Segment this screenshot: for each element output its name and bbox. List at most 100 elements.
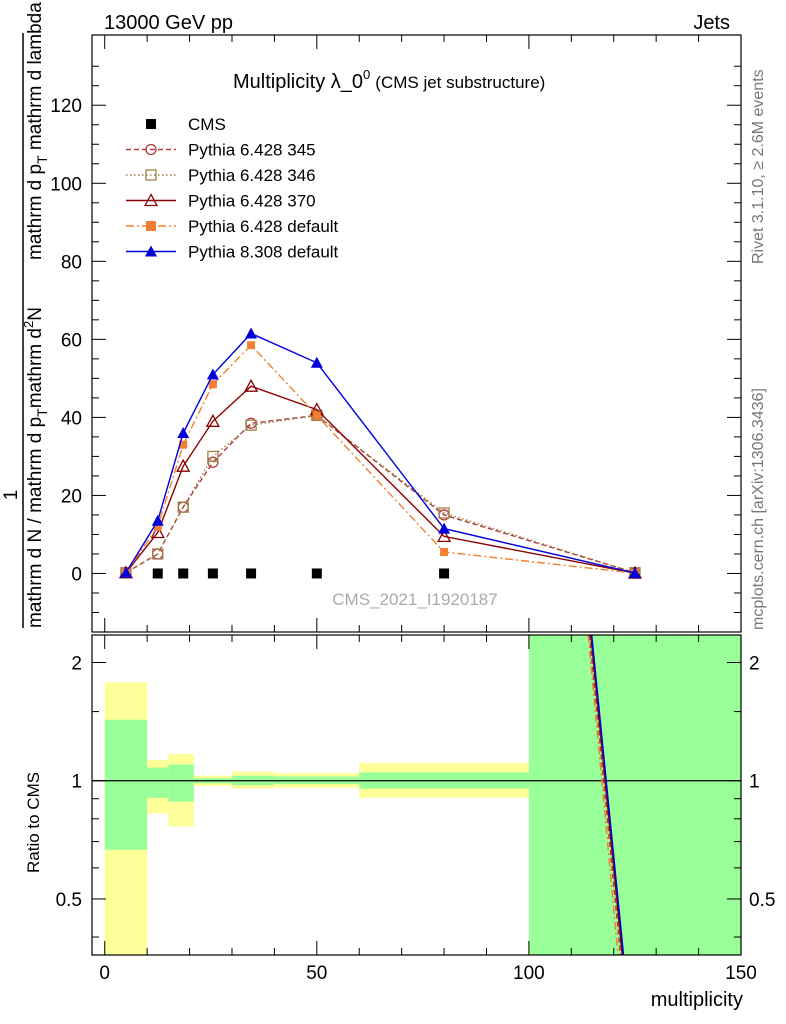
series-p345 — [120, 409, 641, 579]
series-p370 — [118, 378, 643, 579]
ylabel-den1-sub: T — [34, 408, 50, 417]
ratio-band-inner — [147, 767, 169, 798]
legend-label-p8def: Pythia 8.308 default — [188, 243, 339, 262]
data-point-p370 — [243, 378, 259, 392]
ratio-frame — [91, 634, 742, 956]
ylabel-num2-sup: 2 — [21, 321, 36, 328]
analysis-tag: CMS_2021_I1920187 — [332, 590, 497, 609]
ylabel-denominator-1: mathrm d N / mathrm d pTmathrm d2N — [21, 307, 50, 628]
x-axis-label: multiplicity — [651, 989, 743, 1011]
legend-marker-cms — [146, 119, 156, 129]
legend-marker-p370 — [143, 193, 159, 207]
data-point-p8def — [206, 368, 219, 380]
main-frame — [91, 34, 742, 633]
legend-marker-p8def — [145, 245, 157, 257]
main-y-axis-label: 1 mathrm d N / mathrm d pTmathrm d2N mat… — [1, 2, 50, 628]
mcplots-label: mcplots.cern.ch [arXiv:1306.3436] — [750, 388, 767, 630]
series-line-p345 — [125, 414, 636, 574]
data-point-p8def — [119, 566, 132, 578]
ratio-band-inner — [104, 719, 148, 850]
header-right: Jets — [693, 12, 730, 34]
legend-marker-p345 — [145, 143, 157, 156]
series-line-p8def — [125, 332, 636, 574]
legend: CMS Pythia 6.428 345 Pythia 6.428 346 Pythi… — [126, 115, 339, 262]
ylabel-num2b: N — [25, 307, 46, 321]
data-point-p346 — [245, 419, 257, 431]
data-point-p6def — [312, 411, 321, 420]
data-point-p8def — [151, 514, 164, 526]
chart-title-sup: 0 — [363, 67, 370, 82]
main-ytick-label: 60 — [61, 330, 82, 351]
ratio-line-p345 — [588, 634, 622, 956]
data-point-p6def — [440, 548, 449, 557]
legend-label-cms: CMS — [188, 115, 226, 134]
ylabel-numerator-1: 1 — [1, 490, 22, 501]
data-point-cms — [246, 568, 257, 579]
data-point-p6def — [153, 522, 162, 531]
ylabel-denominator-2: mathrm d pT mathrm d lambda — [25, 2, 50, 260]
ylabel-den2b: mathrm d lambda — [25, 2, 46, 156]
series-line-p6def — [125, 344, 636, 574]
ratio-ytick-label: 1 — [71, 772, 82, 793]
legend-label-p345: Pythia 6.428 345 — [188, 141, 316, 160]
main-ytick-label: 100 — [50, 174, 82, 195]
data-point-p6def — [208, 380, 217, 389]
main-ytick-label: 0 — [71, 564, 82, 585]
ratio-ytick-label: 2 — [71, 654, 82, 675]
data-point-p6def — [179, 440, 188, 449]
data-point-p346 — [152, 548, 164, 560]
ratio-panel: 0.5 0.51 12 20 50 100 150 — [56, 35, 775, 984]
data-point-p8def — [245, 327, 258, 339]
legend-marker-p6def — [146, 221, 156, 231]
ratio-line-p8def — [590, 634, 625, 956]
ratio-ytick-label: 2 — [749, 654, 760, 675]
legend-label-p346: Pythia 6.428 346 — [188, 166, 316, 185]
data-point-p370 — [436, 529, 452, 543]
data-point-p346 — [438, 507, 450, 519]
series-line-p370 — [125, 385, 636, 574]
x-tick-label: 100 — [513, 963, 545, 984]
chart-title-sub: (CMS jet substructure) — [375, 73, 545, 92]
data-point-cms — [311, 568, 322, 579]
ratio-line-p6def — [587, 634, 619, 956]
data-point-p346 — [207, 450, 219, 463]
data-point-p370 — [176, 458, 191, 472]
series-line-p346 — [125, 414, 636, 574]
x-tick-label: 50 — [306, 963, 327, 984]
series-p346 — [120, 409, 641, 579]
ratio-ytick-label: 0.5 — [56, 890, 82, 911]
ratio-y-axis-label: Ratio to CMS — [24, 772, 43, 873]
x-tick-label: 0 — [99, 963, 110, 984]
data-point-cms — [207, 568, 218, 579]
main-panel: 0 20 40 60 80 100 120 — [50, 34, 742, 633]
ylabel-den2: mathrm d p — [25, 164, 46, 260]
data-point-p6def — [247, 341, 256, 350]
data-point-p8def — [628, 567, 641, 579]
legend-label-p370: Pythia 6.428 370 — [188, 192, 316, 211]
chart-title-main: Multiplicity λ_0 — [233, 71, 363, 93]
data-point-p346 — [177, 501, 189, 513]
data-point-cms — [178, 568, 189, 579]
data-point-cms — [152, 568, 163, 579]
series-p8def — [119, 327, 641, 579]
data-point-p8def — [438, 522, 451, 534]
header-left: 13000 GeV pp — [104, 12, 233, 34]
series-cms — [152, 568, 450, 579]
rivet-label: Rivet 3.1.10, ≥ 2.6M events — [750, 69, 767, 264]
data-point-p8def — [310, 356, 323, 368]
main-ytick-label: 120 — [50, 96, 82, 117]
data-point-p370 — [205, 413, 220, 427]
ratio-band-inner — [528, 635, 741, 955]
legend-marker-p346 — [145, 169, 157, 181]
chart-title: Multiplicity λ_00 (CMS jet substructure) — [233, 67, 545, 93]
ratio-ytick-label: 0.5 — [749, 890, 775, 911]
ratio-band-inner — [168, 764, 194, 802]
legend-label-p6def: Pythia 6.428 default — [188, 217, 339, 236]
main-ytick-label: 20 — [61, 486, 82, 507]
ratio-ytick-label: 1 — [749, 772, 760, 793]
ratio-line-p370 — [590, 634, 623, 956]
data-point-cms — [439, 568, 450, 579]
x-tick-label: 150 — [725, 963, 757, 984]
series-p6def — [121, 341, 639, 578]
